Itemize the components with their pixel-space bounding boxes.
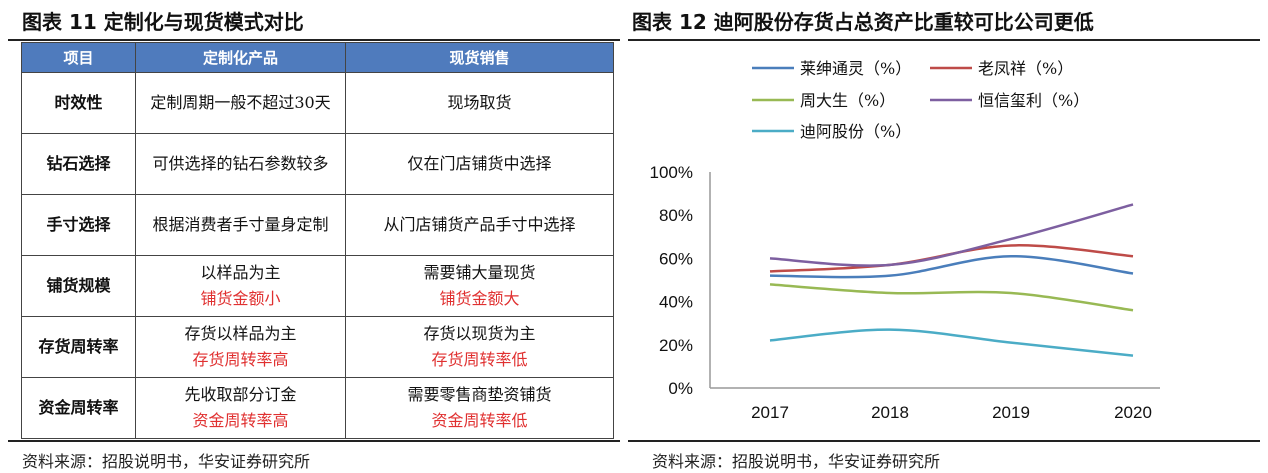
series-line [769,203,1134,267]
custom-text: 存货以样品为主 [184,324,297,343]
source-right: 资料来源：招股说明书，华安证券研究所 [652,452,941,471]
x-tick-label: 2018 [871,403,909,422]
y-tick-label: 40% [659,293,693,312]
spot-cell: 现场取货 [345,72,614,134]
spot-text: 存货以现货为主 [423,324,536,343]
spot-text: 从门店铺货产品手寸中选择 [383,215,576,234]
legend-label: 老凤祥（%） [978,59,1073,78]
top-rule-left [8,39,620,41]
figure-12-title: 图表 12 迪阿股份存货占总资产比重较可比公司更低 [632,10,1094,34]
custom-note: 铺货金额小 [200,289,281,308]
y-tick-label: 80% [659,206,693,225]
y-tick-label: 0% [668,379,693,398]
row-label: 时效性 [21,72,136,134]
spot-note: 存货周转率低 [431,350,528,369]
spot-text: 仅在门店铺货中选择 [407,154,552,173]
table-row: 手寸选择 根据消费者手寸量身定制 从门店铺货产品手寸中选择 [21,194,614,256]
series-line [769,244,1134,273]
y-tick-label: 20% [659,336,693,355]
x-tick-label: 2017 [751,403,789,422]
table-row: 钻石选择 可供选择的钻石参数较多 仅在门店铺货中选择 [21,133,614,195]
source-left: 资料来源：招股说明书，华安证券研究所 [22,452,311,471]
legend-label: 莱绅通灵（%） [800,59,911,78]
spot-cell: 需要零售商垫资铺货 资金周转率低 [345,377,614,439]
custom-text: 可供选择的钻石参数较多 [152,154,329,173]
spot-cell: 存货以现货为主 存货周转率低 [345,316,614,378]
spot-text: 需要铺大量现货 [423,263,536,282]
top-rule-right [628,39,1260,41]
spot-note: 资金周转率低 [431,411,528,430]
table-header: 现货销售 [345,42,614,73]
spot-text: 现场取货 [447,93,512,112]
custom-text: 先收取部分订金 [184,385,297,404]
series-line [769,283,1134,312]
custom-text: 根据消费者手寸量身定制 [152,215,329,234]
custom-cell: 存货以样品为主 存货周转率高 [135,316,346,378]
custom-text: 以样品为主 [200,263,281,282]
row-label: 铺货规模 [21,255,136,317]
custom-note: 资金周转率高 [192,411,289,430]
figure-11-title: 图表 11 定制化与现货模式对比 [22,10,304,34]
series-line [769,328,1134,357]
x-tick-label: 2019 [992,403,1030,422]
table-row: 铺货规模 以样品为主铺货金额小 需要铺大量现货 铺货金额大 [21,255,614,317]
custom-cell: 先收取部分订金 资金周转率高 [135,377,346,439]
table-row: 存货周转率 存货以样品为主 存货周转率高 存货以现货为主 存货周转率低 [21,316,614,378]
y-tick-label: 100% [650,163,693,182]
x-tick-label: 2020 [1114,403,1152,422]
spot-note: 铺货金额大 [439,289,520,308]
bottom-rule-right [628,440,1260,442]
spot-text: 需要零售商垫资铺货 [407,385,552,404]
custom-cell: 以样品为主铺货金额小 [135,255,346,317]
row-label: 钻石选择 [21,133,136,195]
legend-label: 恒信玺利（%） [978,91,1089,110]
comparison-table: 项目 定制化产品 现货销售 时效性 定制周期一般不超过30天 现场取货 钻石选择 可供… [21,42,614,439]
spot-cell: 需要铺大量现货 铺货金额大 [345,255,614,317]
custom-text: 定制周期一般不超过30天 [150,93,331,112]
series-line [769,254,1134,279]
legend-label: 迪阿股份（%） [800,122,911,141]
table-header: 定制化产品 [135,42,346,73]
bottom-rule-left [8,440,620,442]
custom-note: 存货周转率高 [192,350,289,369]
custom-cell: 可供选择的钻石参数较多 [135,133,346,195]
table-row: 资金周转率 先收取部分订金 资金周转率高 需要零售商垫资铺货 资金周转率低 [21,377,614,439]
custom-cell: 根据消费者手寸量身定制 [135,194,346,256]
legend-label: 周大生（%） [800,91,895,110]
table-header: 项目 [21,42,136,73]
row-label: 手寸选择 [21,194,136,256]
custom-cell: 定制周期一般不超过30天 [135,72,346,134]
row-label: 资金周转率 [21,377,136,439]
row-label: 存货周转率 [21,316,136,378]
y-tick-label: 60% [659,249,693,268]
table-row: 时效性 定制周期一般不超过30天 现场取货 [21,72,614,134]
spot-cell: 从门店铺货产品手寸中选择 [345,194,614,256]
